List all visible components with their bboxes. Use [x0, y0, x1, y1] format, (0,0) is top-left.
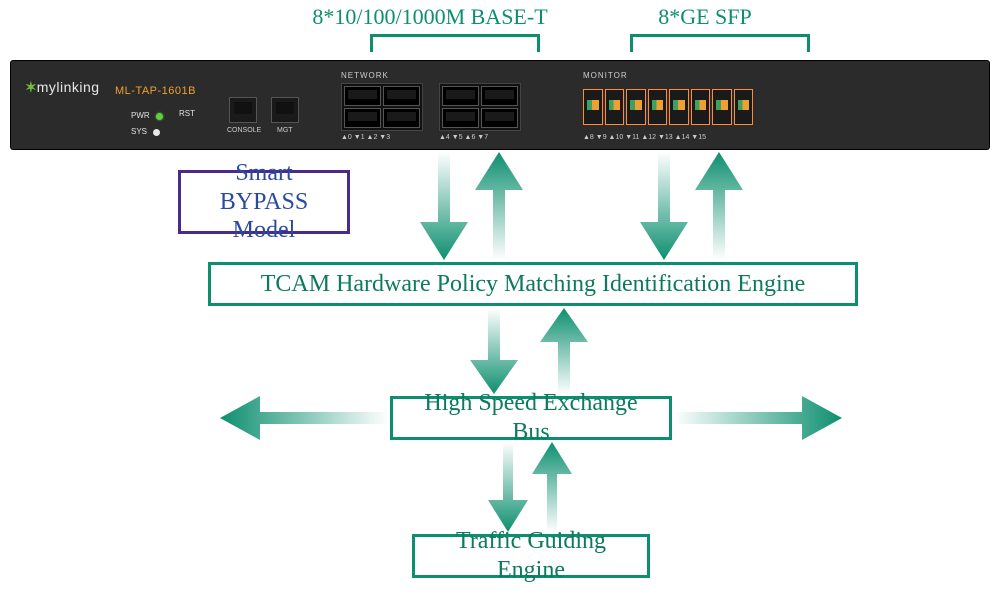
- port-labels-2: ▲4 ▼5 ▲6 ▼7: [439, 134, 521, 141]
- arrow-mon-tcam-up: [695, 152, 743, 260]
- brand-logo: ✶mylinking: [25, 79, 100, 96]
- arrow-bus-right: [674, 396, 842, 440]
- model-number: ML-TAP-1601B: [115, 85, 196, 97]
- bus-text: High Speed Exchange Bus: [405, 389, 657, 447]
- arrow-net-tcam-down: [420, 152, 468, 260]
- status-leds: PWR SYS: [131, 109, 163, 141]
- arrow-bus-left: [220, 396, 388, 440]
- arrow-bus-traffic-up: [532, 442, 572, 532]
- arrow-mon-tcam-down: [640, 152, 688, 260]
- arrow-tcam-bus-up: [540, 308, 588, 394]
- sfp-label: 8*GE SFP: [630, 4, 780, 30]
- console-label: CONSOLE: [227, 127, 261, 134]
- tcam-text: TCAM Hardware Policy Matching Identifica…: [261, 270, 806, 299]
- bracket-sfp: [630, 34, 810, 52]
- sfp-block: [583, 89, 753, 125]
- traffic-box: Traffic Guiding Engine: [412, 534, 650, 578]
- arrow-net-tcam-up: [475, 152, 523, 260]
- device-chassis: ✶mylinking ML-TAP-1601B PWR SYS RST CONS…: [10, 60, 990, 150]
- rj45-block-1: [341, 83, 423, 131]
- traffic-text: Traffic Guiding Engine: [427, 527, 635, 585]
- tcam-box: TCAM Hardware Policy Matching Identifica…: [208, 262, 858, 306]
- rj45-block-2: [439, 83, 521, 131]
- bus-box: High Speed Exchange Bus: [390, 396, 672, 440]
- monitor-section-label: MONITOR: [583, 71, 628, 80]
- network-section-label: NETWORK: [341, 71, 389, 80]
- bypass-text: Smart BYPASS Model: [193, 159, 335, 245]
- base-t-label: 8*10/100/1000M BASE-T: [300, 4, 560, 30]
- bracket-base-t: [370, 34, 540, 52]
- console-port: [229, 97, 257, 123]
- rst-label: RST: [179, 109, 195, 118]
- sfp-labels: ▲8 ▼9 ▲10 ▼11 ▲12 ▼13 ▲14 ▼15: [583, 134, 783, 141]
- bypass-box: Smart BYPASS Model: [178, 170, 350, 234]
- arrow-tcam-bus-down: [470, 308, 518, 394]
- mgt-port: [271, 97, 299, 123]
- port-labels-1: ▲0 ▼1 ▲2 ▼3: [341, 134, 423, 141]
- mgt-label: MGT: [277, 127, 293, 134]
- arrow-bus-traffic-down: [488, 442, 528, 532]
